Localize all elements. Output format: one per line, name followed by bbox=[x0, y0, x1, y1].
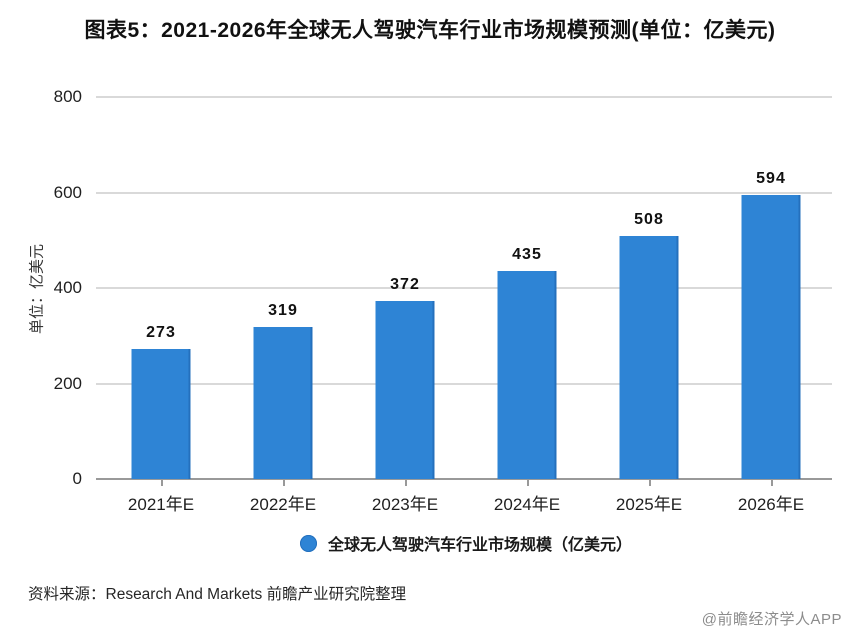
bar bbox=[497, 271, 557, 479]
y-tick-label: 400 bbox=[53, 278, 82, 297]
gridline bbox=[96, 96, 832, 98]
y-tick-label: 800 bbox=[53, 87, 82, 106]
bar-slot: 594 2026年E bbox=[710, 97, 832, 514]
bar bbox=[741, 195, 801, 479]
x-tick-mark bbox=[283, 479, 285, 486]
y-tick-label: 200 bbox=[53, 373, 82, 393]
legend: 全球无人驾驶汽车行业市场规模（亿美元） bbox=[100, 531, 832, 555]
x-axis-category-label: 2023年E bbox=[371, 495, 439, 514]
bar-slot: 435 2024年E bbox=[466, 97, 588, 514]
bar bbox=[619, 236, 679, 479]
bar bbox=[253, 326, 313, 479]
bar-value-label: 372 bbox=[390, 276, 420, 294]
x-tick-mark bbox=[161, 479, 163, 486]
x-tick-mark bbox=[771, 479, 773, 486]
x-axis-category-label: 2025年E bbox=[615, 495, 683, 514]
gridline bbox=[96, 191, 832, 194]
chart-title: 图表5：2021-2026年全球无人驾驶汽车行业市场规模预测(单位：亿美元) bbox=[84, 19, 776, 42]
gridline bbox=[96, 287, 832, 289]
x-axis-category-label: 2021年E bbox=[127, 495, 195, 514]
bar-slot: 273 2021年E bbox=[100, 97, 222, 514]
bar bbox=[131, 348, 191, 479]
legend-label: 全球无人驾驶汽车行业市场规模（亿美元） bbox=[327, 537, 632, 554]
bar-value-label: 273 bbox=[146, 323, 176, 341]
bar-value-label: 508 bbox=[634, 211, 664, 229]
plot-area: 273 2021年E 319 2022年E 372 2023年E 435 2024年E 508 2… bbox=[96, 96, 832, 514]
bars-row: 273 2021年E 319 2022年E 372 2023年E 435 2024年E 508 2… bbox=[100, 97, 832, 514]
x-tick-mark bbox=[527, 479, 529, 486]
bar-slot: 372 2023年E bbox=[344, 97, 466, 514]
x-tick-mark bbox=[405, 479, 407, 486]
bar-slot: 319 2022年E bbox=[222, 97, 344, 514]
y-axis-ticks: 0 200 400 600 800 bbox=[0, 87, 96, 488]
bar bbox=[375, 301, 435, 479]
watermark-text: @前瞻经济学人APP bbox=[701, 611, 842, 628]
bar-value-label: 594 bbox=[756, 170, 786, 188]
source-text: 资料来源：Research And Markets 前瞻产业研究院整理 bbox=[28, 586, 407, 603]
bar-slot: 508 2025年E bbox=[588, 97, 710, 514]
x-tick-mark bbox=[649, 479, 651, 486]
x-axis-category-label: 2022年E bbox=[249, 495, 317, 514]
y-tick-label: 0 bbox=[72, 469, 82, 488]
x-axis-category-label: 2024年E bbox=[493, 495, 561, 514]
y-tick-label: 600 bbox=[53, 182, 82, 202]
x-axis-line bbox=[96, 478, 832, 480]
bar-value-label: 435 bbox=[512, 246, 542, 264]
bar-value-label: 319 bbox=[268, 301, 298, 319]
x-axis-category-label: 2026年E bbox=[737, 495, 805, 514]
gridline bbox=[96, 382, 832, 385]
legend-circle-marker-icon bbox=[299, 534, 317, 552]
